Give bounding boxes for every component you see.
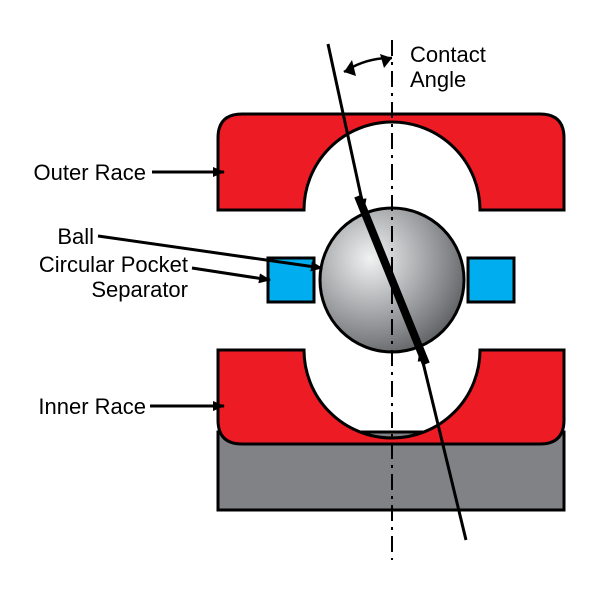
label-ball: Ball [57, 224, 94, 250]
arrow-separator [192, 268, 270, 280]
label-outer-race: Outer Race [34, 160, 147, 186]
label-inner-race: Inner Race [38, 394, 146, 420]
label-contact-angle: Contact Angle [410, 42, 486, 93]
separator-right [468, 258, 514, 302]
label-separator: Circular Pocket Separator [39, 252, 188, 303]
angle-arc-arrow-right [380, 54, 392, 68]
angle-arc-arrow-left [344, 60, 356, 76]
